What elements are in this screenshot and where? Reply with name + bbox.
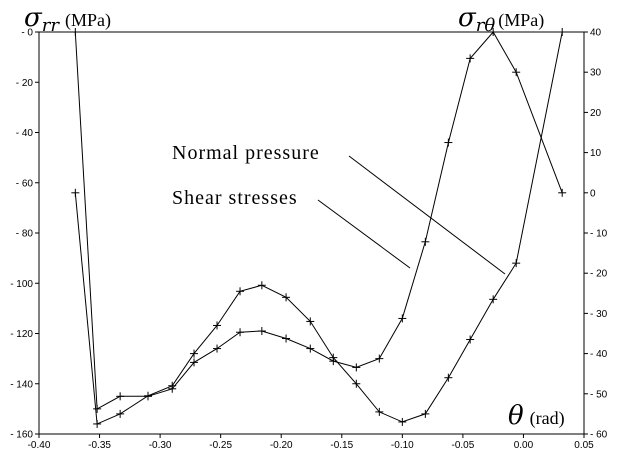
data-point-marker	[213, 321, 222, 330]
normal-pressure-label: Normal pressure	[172, 142, 320, 164]
x-axis-ticks: -0.40 -0.35 -0.30 -0.25 -0.20 -0.15 -0.10 -0.05…	[28, 434, 594, 451]
right-axis-title: σrθ (MPa)	[458, 3, 544, 36]
data-point-marker	[444, 138, 453, 147]
left-axis-subscript: rr	[42, 15, 61, 36]
data-point-marker	[466, 54, 475, 63]
right-axis-symbol: σ	[458, 3, 477, 33]
right-y-tick-label: - 50	[590, 389, 608, 400]
x-tick-label: -0.15	[330, 440, 353, 451]
shear-stresses-label: Shear stresses	[172, 187, 298, 209]
x-tick-label: -0.25	[209, 440, 232, 451]
data-point-marker	[306, 344, 315, 353]
left-y-tick-label: - 140	[10, 379, 33, 390]
left-y-tick-label: - 60	[16, 178, 34, 189]
right-y-tick-label: 30	[590, 68, 602, 79]
data-point-marker	[257, 326, 266, 335]
data-point-marker	[213, 344, 222, 353]
x-axis-unit: (rad)	[530, 408, 565, 429]
data-point-marker	[421, 237, 430, 246]
left-y-axis-ticks: - 0 - 20 - 40 - 60 - 80 - 100 - 120 - 140 - 160	[10, 28, 39, 441]
data-point-marker	[190, 349, 199, 358]
left-y-tick-label: - 80	[16, 229, 34, 240]
right-y-tick-label: 40	[590, 28, 602, 39]
x-tick-label: -0.30	[149, 440, 172, 451]
x-tick-label: -0.35	[88, 440, 111, 451]
data-point-marker	[398, 314, 407, 323]
data-point-marker	[466, 335, 475, 344]
data-point-marker	[352, 363, 361, 372]
x-tick-label: -0.40	[28, 440, 51, 451]
x-axis-symbol: θ	[508, 401, 524, 431]
left-y-tick-label: - 20	[16, 78, 34, 89]
right-axis-subscript: rθ	[476, 15, 496, 36]
left-y-tick-label: - 40	[16, 128, 34, 139]
data-point-marker	[236, 287, 245, 296]
right-y-tick-label: - 60	[590, 430, 608, 441]
right-y-tick-label: 10	[590, 148, 602, 159]
right-axis-unit: (MPa)	[498, 10, 544, 31]
series-line-shear-stresses	[74, 31, 563, 425]
data-point-marker	[398, 417, 407, 426]
left-y-tick-label: - 160	[10, 430, 33, 441]
x-tick-label: 0.05	[574, 440, 594, 451]
right-y-tick-label: 0	[590, 188, 596, 199]
right-y-tick-label: - 10	[590, 229, 608, 240]
x-tick-label: 0.00	[514, 440, 534, 451]
right-y-axis-ticks: 40 30 20 10 0 - 10 - 20 - 30 - 40 - 50 - 60	[584, 28, 608, 441]
x-tick-label: -0.10	[391, 440, 414, 451]
data-point-marker	[306, 317, 315, 326]
data-point-marker	[282, 334, 291, 343]
data-point-marker	[116, 392, 125, 401]
data-point-marker	[512, 259, 521, 268]
series-layer	[71, 28, 567, 428]
data-point-marker	[352, 379, 361, 388]
data-point-marker	[168, 381, 177, 390]
left-axis-unit: (MPa)	[65, 10, 111, 31]
data-point-marker	[558, 28, 567, 36]
data-point-marker	[93, 404, 102, 413]
right-y-tick-label: - 20	[590, 269, 608, 280]
normal-pressure-leader	[348, 155, 506, 275]
data-point-marker	[489, 295, 498, 304]
data-point-marker	[489, 28, 498, 36]
shear-stresses-leader	[317, 199, 411, 269]
data-point-marker	[144, 391, 152, 400]
data-point-marker	[236, 328, 245, 337]
series-line-normal-pressure	[74, 31, 563, 410]
plot-frame	[38, 31, 585, 435]
right-y-tick-label: 20	[590, 108, 602, 119]
right-y-tick-label: - 30	[590, 309, 608, 320]
x-axis-title: θ (rad)	[508, 401, 565, 431]
data-point-marker	[71, 28, 80, 36]
data-point-marker	[257, 281, 266, 290]
data-point-marker	[282, 293, 291, 302]
data-point-marker	[190, 358, 199, 367]
left-y-tick-label: - 120	[10, 329, 33, 340]
data-point-marker	[444, 373, 453, 382]
left-y-tick-label: - 0	[21, 28, 33, 39]
x-tick-label: -0.05	[451, 440, 474, 451]
data-point-marker	[375, 407, 384, 416]
data-point-marker	[558, 188, 567, 197]
data-point-marker	[71, 188, 80, 197]
data-point-marker	[512, 68, 521, 77]
data-point-marker	[93, 419, 102, 428]
left-axis-title: σrr (MPa)	[24, 3, 111, 36]
x-tick-label: -0.20	[270, 440, 293, 451]
left-y-tick-label: - 100	[10, 279, 33, 290]
data-point-marker	[329, 353, 338, 362]
data-point-marker	[375, 354, 384, 363]
data-point-marker	[421, 409, 430, 418]
left-axis-symbol: σ	[24, 3, 43, 33]
right-y-tick-label: - 40	[590, 349, 608, 360]
data-point-marker	[116, 409, 125, 418]
